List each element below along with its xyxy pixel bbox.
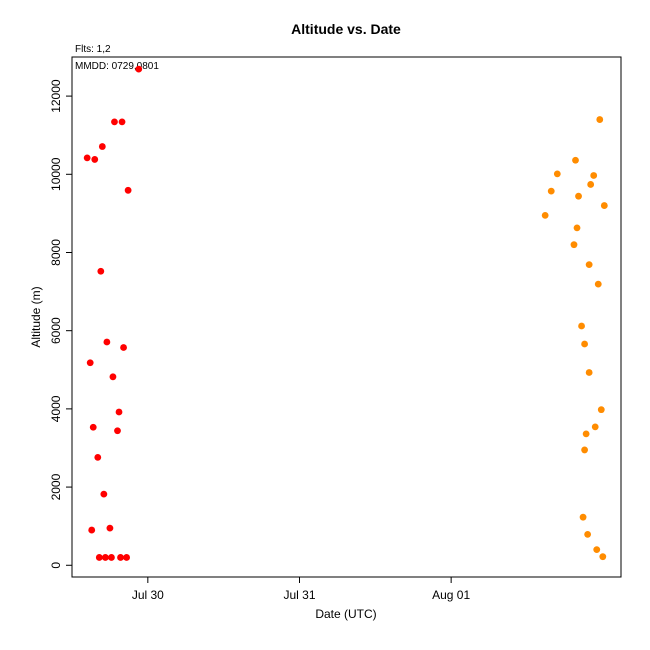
data-point	[106, 524, 114, 532]
data-point	[118, 118, 126, 126]
data-point	[584, 530, 592, 538]
y-tick-label: 8000	[49, 239, 63, 266]
data-point	[593, 546, 601, 554]
chart-title: Altitude vs. Date	[291, 21, 401, 37]
y-tick-label: 10000	[49, 157, 63, 191]
y-tick-label: 12000	[49, 79, 63, 113]
x-tick-label: Jul 30	[132, 588, 164, 602]
data-point	[585, 369, 593, 376]
x-tick-label: Jul 31	[283, 588, 315, 602]
data-point	[594, 280, 602, 288]
data-point	[599, 553, 607, 561]
data-point	[591, 423, 599, 431]
data-point	[547, 187, 555, 195]
data-point	[97, 267, 105, 275]
data-point	[100, 490, 108, 498]
data-point	[541, 211, 549, 219]
y-axis-label: Altitude (m)	[29, 286, 43, 347]
data-point	[582, 430, 590, 438]
y-axis: 0 2000 4000 6000 8000 10000 12000	[49, 79, 72, 569]
series-1	[83, 65, 143, 561]
data-point	[600, 202, 608, 209]
data-point	[108, 554, 115, 561]
data-point	[109, 373, 117, 381]
data-point	[553, 170, 561, 178]
data-points	[83, 65, 608, 561]
data-point	[585, 261, 593, 269]
x-axis-label: Date (UTC)	[315, 607, 376, 621]
data-point	[94, 453, 102, 461]
x-tick-label: Aug 01	[432, 588, 470, 602]
data-point	[124, 186, 132, 194]
data-point	[597, 406, 605, 414]
data-point	[590, 172, 598, 179]
data-point	[579, 513, 587, 521]
data-point	[587, 181, 595, 188]
data-point	[135, 65, 143, 73]
data-point	[95, 554, 103, 561]
data-point	[123, 554, 130, 561]
data-point	[581, 446, 589, 454]
dates-annotation: MMDD: 0729,0801	[75, 61, 159, 72]
x-axis: Jul 30 Jul 31 Aug 01	[132, 577, 470, 602]
y-tick-label: 2000	[49, 473, 63, 500]
data-point	[578, 322, 585, 330]
data-point	[573, 224, 581, 232]
y-tick-label: 4000	[49, 395, 63, 422]
data-point	[570, 241, 578, 249]
data-point	[111, 118, 118, 126]
data-point	[101, 554, 109, 561]
y-tick-label: 0	[49, 562, 63, 569]
data-point	[575, 192, 582, 200]
data-point	[596, 116, 604, 123]
plot-frame	[71, 56, 622, 578]
y-tick-label: 6000	[49, 317, 63, 344]
data-point	[91, 156, 99, 163]
data-point	[120, 344, 127, 351]
data-point	[115, 408, 123, 416]
data-point	[98, 143, 106, 150]
data-point	[88, 526, 96, 534]
data-point	[114, 427, 121, 435]
series-2	[541, 116, 608, 561]
data-point	[83, 154, 91, 162]
data-point	[86, 359, 94, 367]
data-point	[572, 156, 579, 164]
flights-annotation: Flts: 1,2	[75, 44, 111, 55]
data-point	[117, 554, 124, 561]
data-point	[89, 423, 97, 431]
data-point	[581, 340, 589, 348]
data-point	[103, 338, 111, 346]
